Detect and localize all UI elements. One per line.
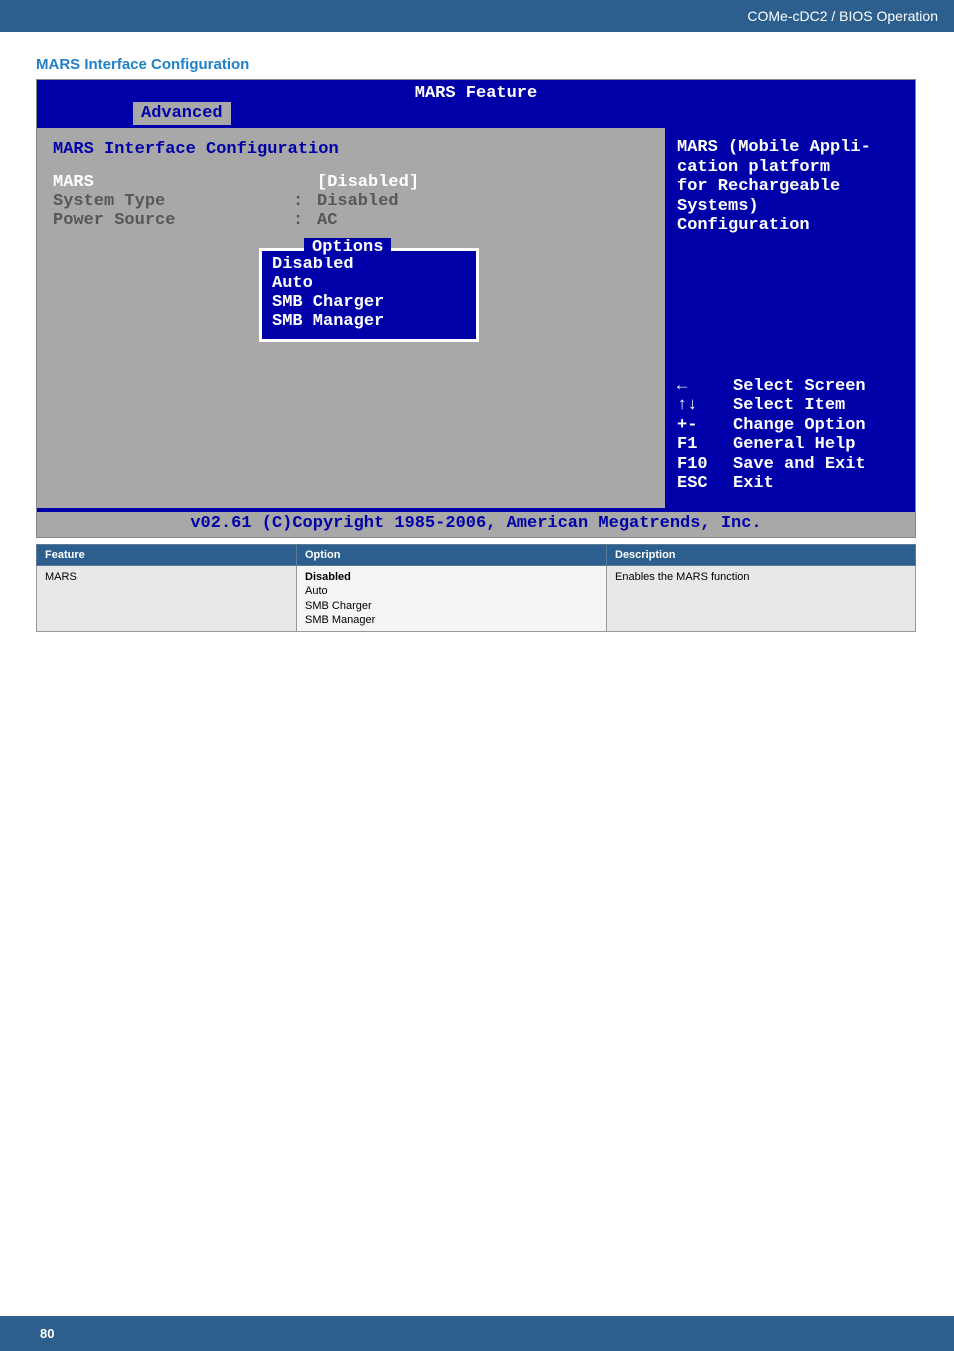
help-key-row: +-Change Option: [677, 416, 866, 436]
bios-help-text: MARS (Mobile Appli-cation platformfor Re…: [677, 138, 903, 236]
help-key-text: Select Screen: [733, 377, 866, 397]
bios-row-value: Disabled: [317, 192, 399, 211]
help-key-text: Exit: [733, 474, 774, 494]
help-key-row: ←Select Screen: [677, 377, 866, 397]
help-key-text: General Help: [733, 435, 855, 455]
options-popup-item[interactable]: SMB Charger: [272, 293, 466, 312]
bios-row-label: Power Source: [53, 211, 293, 230]
help-key: ←: [677, 377, 733, 397]
bios-title-bar: MARS Feature Advanced: [37, 80, 915, 128]
option-line: SMB Charger: [305, 599, 598, 613]
help-line: Configuration: [677, 216, 903, 236]
content: MARS Interface Configuration MARS Featur…: [0, 32, 954, 632]
help-key-row: ESCExit: [677, 474, 866, 494]
bios-row-colon: [293, 173, 317, 192]
bios-config-row: Power Source:AC: [53, 211, 649, 230]
bios-screenshot: MARS Feature Advanced MARS Interface Con…: [36, 79, 916, 538]
bios-body: MARS Interface Configuration MARS [Disabl…: [37, 128, 915, 508]
page-number: 80: [40, 1326, 54, 1341]
bios-row-label: System Type: [53, 192, 293, 211]
help-key-text: Change Option: [733, 416, 866, 436]
section-title: MARS Interface Configuration: [36, 56, 918, 73]
bios-tab-advanced[interactable]: Advanced: [133, 102, 231, 125]
col-feature: Feature: [37, 545, 297, 566]
help-key-text: Select Item: [733, 396, 845, 416]
help-line: cation platform: [677, 158, 903, 178]
spacer: [53, 159, 649, 173]
options-popup-item[interactable]: SMB Manager: [272, 312, 466, 331]
options-popup-item[interactable]: Auto: [272, 274, 466, 293]
option-line: SMB Manager: [305, 613, 598, 627]
help-key: ↑↓: [677, 396, 733, 416]
options-popup-title: Options: [304, 238, 391, 257]
bios-row-value: [Disabled]: [317, 173, 419, 192]
feature-table-body: MARSDisabledAutoSMB ChargerSMB ManagerEn…: [37, 566, 916, 632]
help-key: F10: [677, 455, 733, 475]
bios-row-label: MARS: [53, 173, 293, 192]
option-line: Auto: [305, 584, 598, 598]
bios-row-colon: :: [293, 192, 317, 211]
page-footer: 80: [0, 1316, 954, 1351]
bios-help-pane: MARS (Mobile Appli-cation platformfor Re…: [665, 128, 915, 508]
help-line: Systems): [677, 197, 903, 217]
bios-row-value: AC: [317, 211, 337, 230]
help-key: F1: [677, 435, 733, 455]
feature-table: Feature Option Description MARSDisabledA…: [36, 544, 916, 632]
help-line: for Rechargeable: [677, 177, 903, 197]
bios-config-row[interactable]: MARS [Disabled]: [53, 173, 649, 192]
bios-left-pane: MARS Interface Configuration MARS [Disabl…: [37, 128, 665, 508]
bios-config-row: System Type:Disabled: [53, 192, 649, 211]
help-line: MARS (Mobile Appli-: [677, 138, 903, 158]
cell-feature: MARS: [37, 566, 297, 632]
bios-copyright: v02.61 (C)Copyright 1985-2006, American …: [37, 508, 915, 537]
bios-help-keys: ←Select Screen↑↓Select Item+-Change Opti…: [677, 377, 866, 494]
options-popup-items: DisabledAutoSMB ChargerSMB Manager: [272, 255, 466, 331]
cell-option: DisabledAutoSMB ChargerSMB Manager: [297, 566, 607, 632]
bios-row-colon: :: [293, 211, 317, 230]
table-row: MARSDisabledAutoSMB ChargerSMB ManagerEn…: [37, 566, 916, 632]
options-popup-item[interactable]: Disabled: [272, 255, 466, 274]
cell-description: Enables the MARS function: [607, 566, 916, 632]
options-popup[interactable]: Options DisabledAutoSMB ChargerSMB Manag…: [259, 248, 479, 342]
breadcrumb: COMe-cDC2 / BIOS Operation: [0, 0, 954, 32]
help-key-row: ↑↓Select Item: [677, 396, 866, 416]
col-description: Description: [607, 545, 916, 566]
help-key-text: Save and Exit: [733, 455, 866, 475]
help-key-row: F10Save and Exit: [677, 455, 866, 475]
table-header-row: Feature Option Description: [37, 545, 916, 566]
help-key-row: F1General Help: [677, 435, 866, 455]
breadcrumb-text: COMe-cDC2 / BIOS Operation: [747, 8, 938, 24]
option-line: Disabled: [305, 570, 598, 584]
bios-left-heading: MARS Interface Configuration: [53, 140, 649, 159]
col-option: Option: [297, 545, 607, 566]
help-key: ESC: [677, 474, 733, 494]
help-key: +-: [677, 416, 733, 436]
bios-title: MARS Feature: [37, 82, 915, 103]
bios-config-rows: MARS[Disabled]System Type:DisabledPower …: [53, 173, 649, 230]
